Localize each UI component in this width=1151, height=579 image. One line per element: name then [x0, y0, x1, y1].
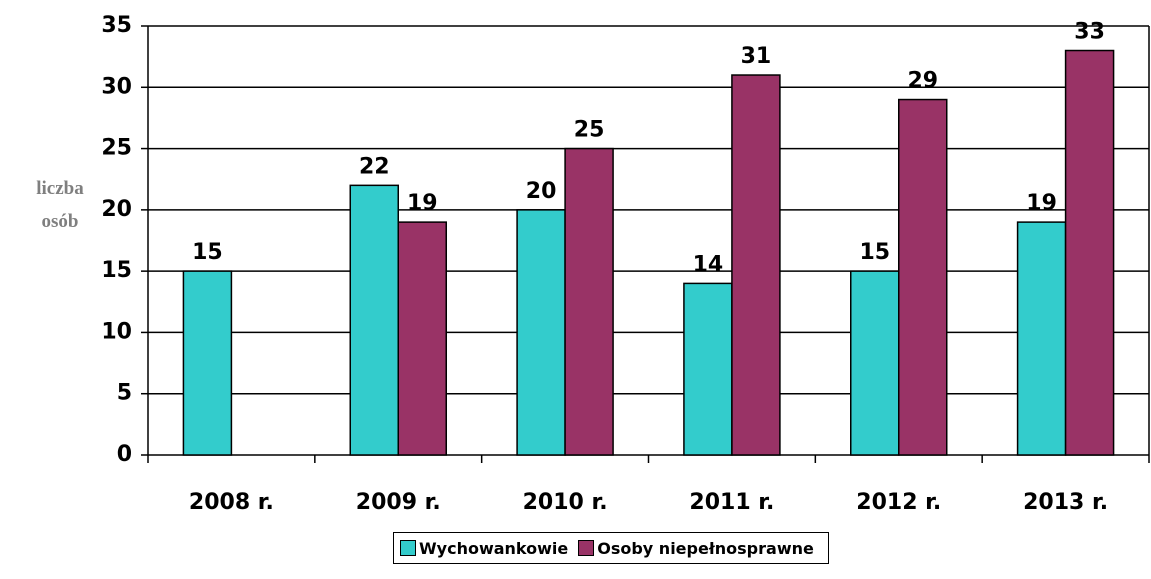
bar	[1016, 221, 1067, 456]
legend: Wychowankowie Osoby niepełnosprawne	[393, 532, 829, 564]
bar	[349, 184, 399, 456]
data-label: 31	[741, 44, 772, 69]
x-tick-label: 2013 r.	[1023, 490, 1108, 515]
x-tick-label: 2012 r.	[856, 490, 941, 515]
bar	[397, 221, 447, 456]
x-tick-label: 2009 r.	[356, 490, 441, 515]
y-tick-label: 10	[101, 319, 132, 344]
data-label: 15	[859, 240, 890, 265]
x-tick-label: 2008 r.	[189, 490, 274, 515]
data-label: 25	[574, 118, 605, 143]
bar	[564, 147, 614, 456]
y-tick-label: 20	[101, 197, 132, 222]
y-tick-label: 35	[101, 13, 132, 38]
y-tick-label: 5	[117, 381, 132, 406]
data-label: 20	[526, 179, 557, 204]
bar	[182, 270, 233, 456]
bar	[1064, 49, 1115, 456]
bar	[850, 270, 900, 456]
data-label: 29	[907, 69, 938, 94]
legend-item: Osoby niepełnosprawne	[578, 539, 814, 558]
y-tick-label: 0	[117, 442, 132, 467]
legend-label: Wychowankowie	[419, 538, 569, 558]
y-tick-label: 25	[101, 136, 132, 161]
y-tick-label: 15	[101, 258, 132, 283]
data-label: 15	[192, 240, 223, 265]
data-label: 33	[1074, 20, 1105, 45]
y-tick-label: 30	[101, 74, 132, 99]
bar	[898, 98, 948, 456]
bar	[731, 74, 781, 456]
legend-label: Osoby niepełnosprawne	[597, 538, 814, 558]
x-tick-label: 2011 r.	[689, 490, 774, 515]
data-label: 22	[359, 154, 390, 179]
bar	[683, 282, 733, 456]
data-label: 19	[1026, 191, 1057, 216]
legend-swatch	[578, 540, 595, 556]
legend-swatch	[400, 540, 416, 556]
bar	[516, 209, 566, 456]
data-label: 19	[407, 191, 438, 216]
legend-item: Wychowankowie	[400, 539, 568, 558]
x-tick-label: 2010 r.	[523, 490, 608, 515]
data-label: 14	[693, 252, 724, 277]
y-axis-label: liczba osób	[36, 178, 84, 232]
